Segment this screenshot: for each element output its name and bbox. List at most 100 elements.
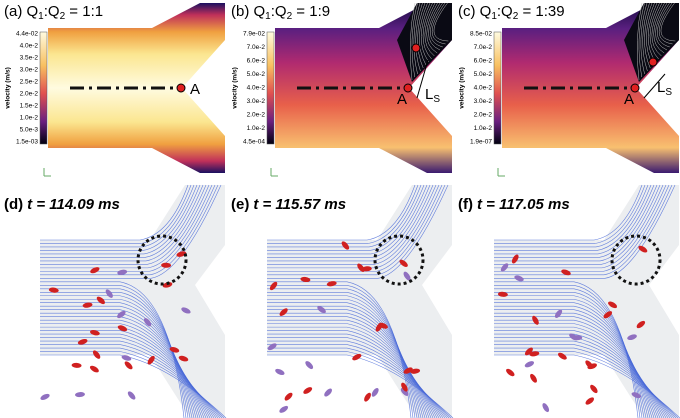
colorbar-tick: 1.0e-2 xyxy=(474,125,493,132)
streamline xyxy=(494,323,663,418)
panel-time: t = 114.09 ms xyxy=(27,196,120,213)
streamline xyxy=(494,302,651,418)
panel-title-part: 2 xyxy=(287,11,293,22)
panel-title-part: (c) Q xyxy=(458,3,491,20)
red-particle xyxy=(161,262,172,268)
contour xyxy=(653,2,665,54)
colorbar-tick: 3.0e-2 xyxy=(20,67,39,74)
streamline xyxy=(494,347,677,418)
channel xyxy=(267,185,452,418)
red-particle xyxy=(279,308,288,316)
red-particle xyxy=(89,365,99,373)
panel-title: (d) t = 114.09 ms xyxy=(4,196,120,213)
purple-particle xyxy=(121,355,132,361)
length-label: LS xyxy=(657,79,672,98)
streamline xyxy=(494,184,664,265)
streamline xyxy=(494,184,673,276)
streamline xyxy=(267,347,450,418)
contour xyxy=(644,2,653,69)
panel-title-part: :Q xyxy=(44,3,60,20)
red-particle xyxy=(561,269,571,276)
streamline xyxy=(494,184,643,241)
purple-particle xyxy=(524,361,535,368)
streamline xyxy=(40,285,187,418)
purple-particle xyxy=(267,343,277,351)
red-particle xyxy=(124,361,133,370)
panel-title-part: = 1:1 xyxy=(65,3,103,20)
streamline xyxy=(267,337,444,418)
colorbar-tick: 1.5e-03 xyxy=(16,139,38,146)
panel-title-part: :Q xyxy=(497,3,513,20)
point-a xyxy=(630,83,640,93)
point-a xyxy=(403,83,413,93)
streamline xyxy=(267,184,425,251)
contour xyxy=(649,2,660,60)
red-particle xyxy=(92,350,101,359)
length-arrow xyxy=(643,73,666,99)
particle-panel: (e) t = 115.57 ms xyxy=(231,184,454,418)
streamline xyxy=(267,326,438,418)
streamline xyxy=(267,319,434,418)
streamline xyxy=(40,288,189,418)
red-particle xyxy=(117,325,128,332)
purple-particle xyxy=(500,263,509,272)
colorbar-tick: 3.0e-2 xyxy=(474,98,493,105)
colorbar-tick: 5.0e-2 xyxy=(474,71,493,78)
streamline xyxy=(494,184,670,272)
panel-title: (b) Q1:Q2 = 1:9 xyxy=(231,3,330,22)
streamline xyxy=(40,337,217,418)
red-particle xyxy=(497,291,508,297)
streamline xyxy=(267,184,449,279)
streamline xyxy=(494,184,676,279)
purple-particle xyxy=(117,310,126,319)
red-particle xyxy=(178,355,189,362)
streamline xyxy=(494,184,652,251)
contour xyxy=(409,2,416,81)
point-s xyxy=(411,43,421,53)
panel-title-part: 1 xyxy=(38,11,44,22)
red-particle xyxy=(169,347,180,353)
streamline xyxy=(40,184,189,241)
red-particle xyxy=(401,382,408,392)
streamline xyxy=(267,305,426,418)
red-particle xyxy=(638,245,648,253)
streamline xyxy=(494,326,665,418)
streamline xyxy=(494,309,655,418)
panel-title: (a) Q1:Q2 = 1:1 xyxy=(4,3,103,22)
dead-zone xyxy=(624,3,679,82)
panel-title: (f) t = 117.05 ms xyxy=(458,196,570,213)
streamline xyxy=(40,184,192,244)
streamline xyxy=(40,323,209,418)
streamline xyxy=(267,285,414,418)
streamline xyxy=(40,184,207,262)
streamline xyxy=(40,184,210,265)
purple-particle xyxy=(324,388,333,397)
streamline xyxy=(40,319,207,418)
red-particle xyxy=(524,347,533,356)
red-particle xyxy=(529,351,540,357)
streamline xyxy=(267,288,416,418)
purple-particle xyxy=(403,271,411,281)
colorbar-tick: 8.5e-02 xyxy=(470,31,492,38)
point-label: A xyxy=(190,81,200,98)
panel-title-part: (a) Q xyxy=(4,3,38,20)
purple-particle xyxy=(74,392,85,398)
streamline xyxy=(494,330,667,418)
streamline xyxy=(40,184,198,251)
streamline xyxy=(40,184,213,269)
field-panel: (b) Q1:Q2 = 1:9 7.9e-02 7.0e-2 6.0e-2 5.0e-2… xyxy=(231,2,452,177)
red-particle xyxy=(300,276,311,283)
streamline xyxy=(494,312,657,418)
streamline xyxy=(267,333,442,418)
colorbar xyxy=(493,31,502,145)
purple-particle xyxy=(143,318,152,327)
dead-zone xyxy=(397,3,452,82)
contour xyxy=(420,2,431,63)
streamline xyxy=(40,184,195,248)
streamline xyxy=(40,333,215,418)
streamline xyxy=(494,344,675,418)
channel xyxy=(494,185,679,418)
streamline xyxy=(267,184,437,265)
panel-title-part: 2 xyxy=(513,11,519,22)
